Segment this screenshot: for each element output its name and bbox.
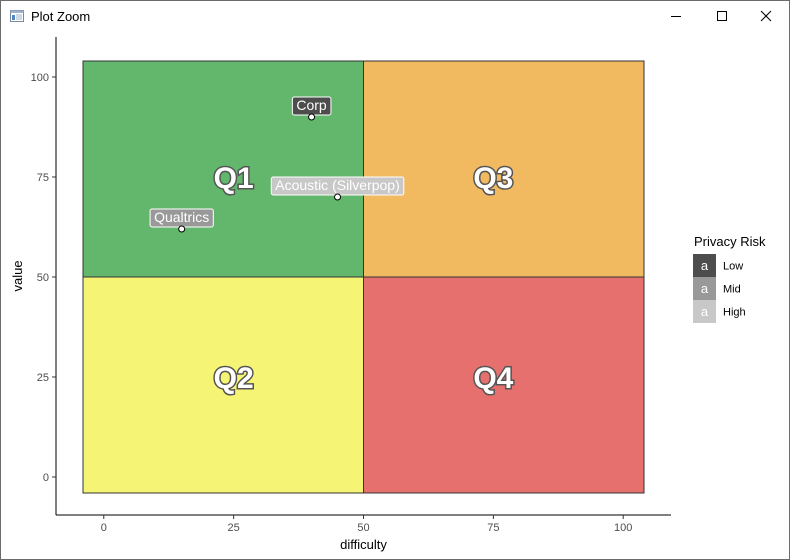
legend-entry-low: Low	[723, 261, 743, 273]
quadrant-q3-rect	[363, 60, 645, 278]
x-tick-label: 50	[357, 522, 369, 534]
x-axis-title: difficulty	[340, 537, 387, 552]
minimize-icon	[671, 16, 681, 17]
maximize-icon	[717, 11, 727, 21]
quadrant-q4-label: Q4	[473, 362, 513, 395]
title-bar[interactable]: Plot Zoom	[1, 1, 789, 31]
legend-key-low	[693, 254, 716, 277]
close-button[interactable]	[743, 1, 789, 31]
legend-key-glyph: a	[701, 281, 709, 296]
legend-entry-high: High	[723, 307, 746, 319]
legend-key-glyph: a	[701, 258, 709, 273]
y-axis-title: value	[10, 260, 25, 291]
x-tick-label: 0	[101, 522, 107, 534]
data-point-group: Acoustic (Silverpop)	[270, 176, 405, 201]
y-tick-label: 100	[31, 72, 49, 84]
data-point-group: Qualtrics	[149, 208, 214, 233]
legend-key-mid	[693, 277, 716, 300]
point-label: Corp	[296, 97, 327, 113]
point-label: Acoustic (Silverpop)	[275, 177, 400, 193]
x-tick-label: 75	[487, 522, 499, 534]
quadrant-q2-label: Q2	[214, 362, 254, 395]
data-point-marker	[334, 193, 342, 201]
maximize-button[interactable]	[699, 1, 745, 31]
legend-title: Privacy Risk	[694, 234, 766, 249]
y-tick-label: 50	[37, 272, 49, 284]
window-title: Plot Zoom	[31, 9, 91, 24]
plot-zoom-app-icon	[10, 10, 24, 22]
y-tick-label: 25	[37, 372, 49, 384]
scatter-quadrant-chart: 0 25 50 75 100 0 25 50 75 100 difficulty value Q1 Q2…	[10, 37, 766, 552]
legend-key-high	[693, 300, 716, 323]
quadrant-q4-rect	[363, 276, 645, 494]
quadrant-q3-label: Q3	[473, 162, 513, 195]
y-tick-label: 0	[43, 472, 49, 484]
quadrant-q1-label: Q1	[214, 162, 254, 195]
minimize-button[interactable]	[653, 1, 699, 31]
data-point-marker	[178, 225, 186, 233]
data-point-marker	[308, 113, 316, 121]
close-icon	[760, 10, 772, 22]
data-point-group: Corp	[291, 96, 332, 121]
legend-entry-mid: Mid	[723, 284, 741, 296]
legend-key-glyph: a	[701, 304, 709, 319]
x-tick-label: 100	[614, 522, 632, 534]
point-label: Qualtrics	[154, 209, 209, 225]
x-tick-label: 25	[228, 522, 240, 534]
y-tick-label: 75	[37, 172, 49, 184]
